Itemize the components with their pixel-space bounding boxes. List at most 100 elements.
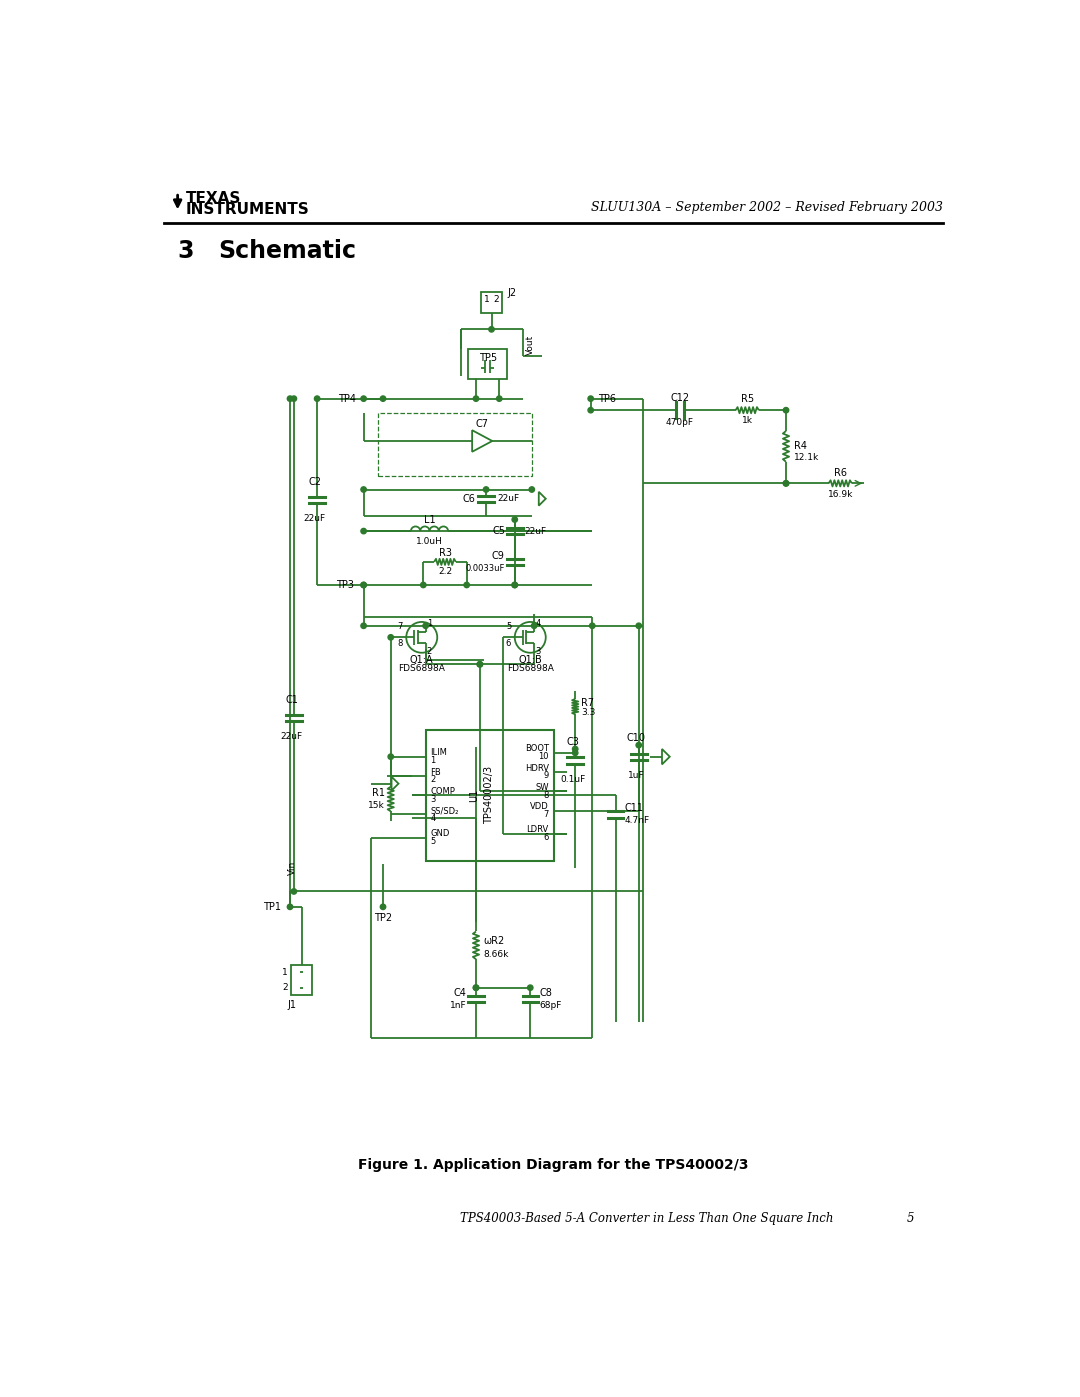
Circle shape: [473, 985, 478, 990]
Circle shape: [477, 662, 483, 666]
Text: 22uF: 22uF: [281, 732, 302, 742]
Text: FDS6898A: FDS6898A: [399, 664, 445, 672]
Text: C8: C8: [540, 988, 553, 997]
Text: C3: C3: [566, 738, 579, 747]
Text: VDD: VDD: [530, 802, 549, 812]
Text: 12.1k: 12.1k: [794, 453, 819, 461]
Text: 1: 1: [484, 295, 489, 303]
Circle shape: [527, 985, 532, 990]
Circle shape: [572, 750, 578, 756]
Circle shape: [361, 486, 366, 492]
Text: C2: C2: [308, 476, 322, 486]
Circle shape: [361, 395, 366, 401]
Text: 1uF: 1uF: [629, 771, 645, 780]
Text: C11: C11: [625, 803, 644, 813]
Circle shape: [512, 583, 517, 588]
Text: 4.7nF: 4.7nF: [625, 816, 650, 826]
Circle shape: [361, 528, 366, 534]
Text: TP4: TP4: [338, 394, 356, 404]
Text: 1.0uH: 1.0uH: [416, 536, 443, 546]
Text: TP6: TP6: [598, 394, 617, 404]
Text: TPS40003-Based 5-A Converter in Less Than One Square Inch: TPS40003-Based 5-A Converter in Less Tha…: [460, 1213, 834, 1225]
Text: 6: 6: [543, 833, 549, 842]
Text: INSTRUMENTS: INSTRUMENTS: [186, 203, 309, 218]
Text: 15k: 15k: [368, 800, 384, 810]
Circle shape: [783, 481, 788, 486]
Bar: [481, 292, 502, 313]
Text: 3: 3: [177, 239, 194, 263]
Text: R5: R5: [741, 394, 754, 404]
Text: 1: 1: [430, 756, 435, 766]
Circle shape: [531, 623, 537, 629]
Text: 0.0033uF: 0.0033uF: [465, 563, 504, 573]
Text: COMP: COMP: [430, 787, 455, 796]
Circle shape: [783, 481, 788, 486]
Circle shape: [477, 662, 483, 666]
Circle shape: [473, 985, 478, 990]
Text: U1: U1: [469, 788, 478, 802]
Circle shape: [292, 888, 297, 894]
Text: 10: 10: [538, 752, 549, 761]
Text: 8.66k: 8.66k: [484, 950, 509, 960]
Text: 6: 6: [505, 638, 511, 648]
Text: Vin: Vin: [288, 861, 297, 876]
Circle shape: [489, 327, 495, 332]
Circle shape: [361, 583, 366, 588]
Text: C1: C1: [285, 694, 298, 704]
Text: TP1: TP1: [262, 902, 281, 912]
Circle shape: [423, 623, 429, 629]
Text: ILIM: ILIM: [430, 749, 447, 757]
Circle shape: [314, 395, 320, 401]
Circle shape: [512, 517, 517, 522]
Circle shape: [588, 408, 593, 414]
Text: 5: 5: [906, 1213, 914, 1225]
Circle shape: [529, 486, 535, 492]
Text: TP2: TP2: [374, 912, 392, 922]
Text: TP3: TP3: [336, 580, 354, 590]
Text: R4: R4: [794, 441, 807, 451]
Text: 2: 2: [427, 647, 432, 655]
Text: 7: 7: [397, 622, 403, 631]
Text: 5: 5: [505, 622, 511, 631]
Bar: [426, 729, 554, 861]
Text: 8: 8: [397, 638, 403, 648]
Text: LDRV: LDRV: [527, 826, 549, 834]
Text: 68pF: 68pF: [540, 1000, 562, 1010]
Text: SW: SW: [536, 782, 549, 792]
Text: 2.2: 2.2: [437, 567, 453, 576]
Text: FB: FB: [430, 767, 441, 777]
Text: 1: 1: [427, 619, 432, 629]
Text: 3: 3: [430, 795, 435, 803]
Text: 16.9k: 16.9k: [827, 489, 853, 499]
Circle shape: [473, 395, 478, 401]
Text: SLUU130A – September 2002 – Revised February 2003: SLUU130A – September 2002 – Revised Febr…: [592, 201, 943, 214]
Text: C5: C5: [492, 527, 505, 536]
Text: Figure 1. Application Diagram for the TPS40002/3: Figure 1. Application Diagram for the TP…: [359, 1158, 748, 1172]
Text: Schematic: Schematic: [218, 239, 356, 263]
Circle shape: [636, 623, 642, 629]
Circle shape: [497, 395, 502, 401]
Text: 3.3: 3.3: [581, 708, 596, 717]
Text: C7: C7: [475, 419, 488, 429]
Text: C12: C12: [671, 393, 689, 402]
Circle shape: [361, 583, 366, 588]
Circle shape: [783, 408, 788, 414]
Text: 9: 9: [543, 771, 549, 781]
Text: GND: GND: [430, 830, 449, 838]
Text: 7: 7: [543, 810, 549, 819]
Circle shape: [588, 395, 593, 401]
Text: Q1:B: Q1:B: [518, 655, 542, 665]
Text: HDRV: HDRV: [525, 764, 549, 773]
Text: C6: C6: [462, 493, 475, 504]
Text: 4: 4: [430, 814, 435, 823]
Bar: [469, 349, 507, 380]
Text: 22uF: 22uF: [524, 527, 546, 535]
Text: 8: 8: [543, 791, 549, 799]
Circle shape: [380, 904, 386, 909]
Circle shape: [292, 395, 297, 401]
Text: J2: J2: [507, 288, 516, 298]
Text: 3: 3: [536, 647, 541, 655]
Text: BOOT: BOOT: [525, 745, 549, 753]
Text: 2: 2: [282, 983, 287, 992]
Text: 1k: 1k: [742, 416, 753, 426]
